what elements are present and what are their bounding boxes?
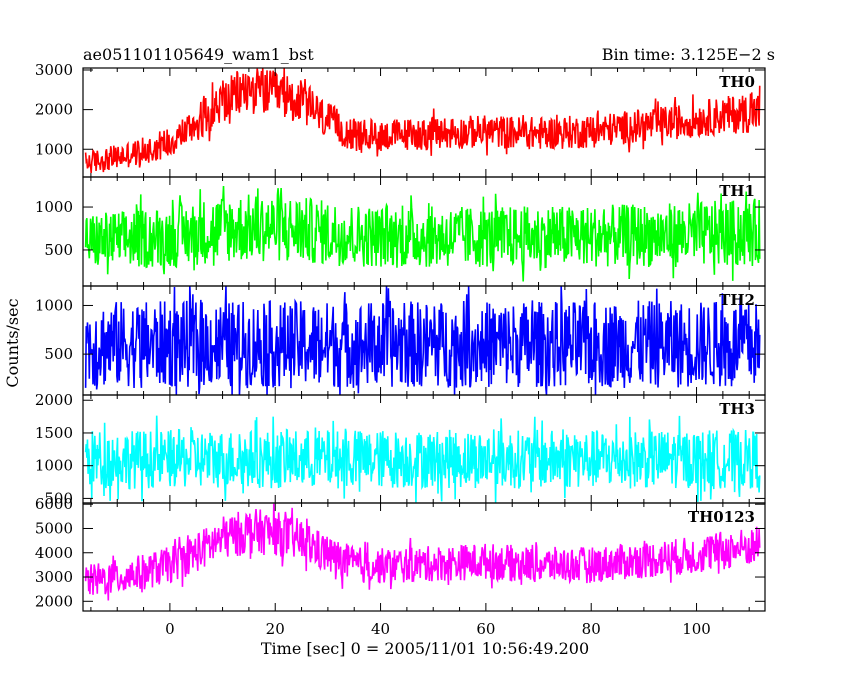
x-tick-label: 40 [371,620,390,638]
x-tick-label: 80 [582,620,601,638]
bin-time-label: Bin time: 3.125E−2 s [602,45,775,64]
lightcurve-series-layer [84,67,761,601]
panel-names: TH0 TH1 TH2 TH3 TH0123 [688,73,755,526]
panel-label-th3: TH3 [719,400,755,418]
series-th3 [84,415,761,504]
y-tick-label: 2000 [35,101,73,119]
panel-label-th0: TH0 [719,73,755,91]
y-tick-label: 2000 [35,391,73,409]
x-tick-label: 0 [165,620,175,638]
panel-label-th1: TH1 [719,182,755,200]
panel-frame-th0123 [82,502,766,612]
y-tick-label: 6000 [35,495,73,513]
series-th0 [84,67,761,174]
panel-frames [82,67,766,612]
y-tick-label: 500 [44,489,73,507]
tick-labels: 1000200030005001000500100050010001500200… [35,61,711,638]
y-tick-label: 1000 [35,457,73,475]
series-th0123 [84,503,761,601]
y-tick-label: 1500 [35,424,73,442]
axis-ticks [83,68,765,611]
y-tick-label: 3000 [35,61,73,79]
series-th2 [84,285,761,396]
y-tick-label: 1000 [35,296,73,314]
x-tick-label: 60 [476,620,495,638]
plot-title: ae051101105649_wam1_bst [83,45,314,64]
y-tick-label: 5000 [35,519,73,537]
y-tick-label: 2000 [35,592,73,610]
series-th1 [84,186,761,282]
y-tick-label: 500 [44,345,73,363]
panel-label-th0123: TH0123 [688,508,755,526]
x-axis-title: Time [sec] 0 = 2005/11/01 10:56:49.200 [261,639,589,658]
y-tick-label: 4000 [35,544,73,562]
x-tick-label: 20 [266,620,285,638]
y-tick-label: 1000 [35,198,73,216]
panel-label-th2: TH2 [719,291,755,309]
y-tick-label: 1000 [35,140,73,158]
y-tick-label: 500 [44,241,73,259]
x-tick-label: 100 [682,620,711,638]
y-tick-label: 3000 [35,568,73,586]
y-axis-title: Counts/sec [3,298,22,387]
